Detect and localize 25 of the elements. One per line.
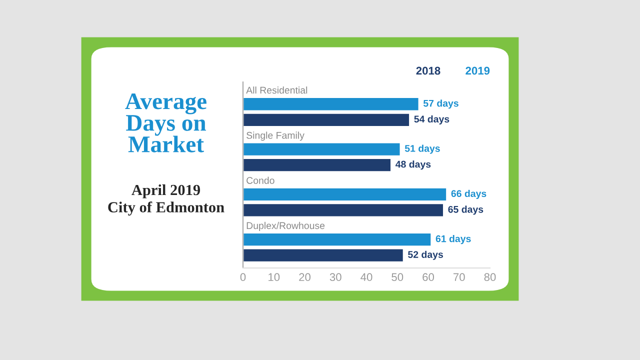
y-tick-label: All Residential <box>246 86 308 94</box>
x-tick-label: 80 <box>484 273 496 282</box>
y-tick-label: Condo <box>246 176 274 184</box>
x-tick-label: 40 <box>360 273 372 282</box>
x-tick-label: 30 <box>330 273 342 282</box>
data-label: 57 days <box>423 100 458 109</box>
data-label: 65 days <box>448 206 484 215</box>
x-tick-label: 50 <box>392 273 404 282</box>
x-tick-label: 10 <box>268 273 280 282</box>
x-tick-label: 70 <box>454 273 465 282</box>
data-label: 66 days <box>451 190 486 199</box>
text: April 2019 City of Edmonton <box>108 184 224 216</box>
text: 2019 <box>466 66 490 75</box>
x-tick-label: 0 <box>240 273 246 282</box>
data-label: 51 days <box>404 144 440 154</box>
data-label: 48 days <box>396 160 431 170</box>
y-tick-label: Single Family <box>246 132 304 141</box>
data-label: 52 days <box>408 250 443 260</box>
x-tick-label: 60 <box>422 273 434 282</box>
text: Average Days on Market <box>125 93 206 152</box>
x-tick-label: 20 <box>299 273 310 282</box>
text: 2018 <box>416 66 440 75</box>
data-label: 61 days <box>436 235 471 244</box>
y-tick-label: Duplex/Rowhouse <box>246 222 325 231</box>
data-label: 54 days <box>414 115 450 124</box>
